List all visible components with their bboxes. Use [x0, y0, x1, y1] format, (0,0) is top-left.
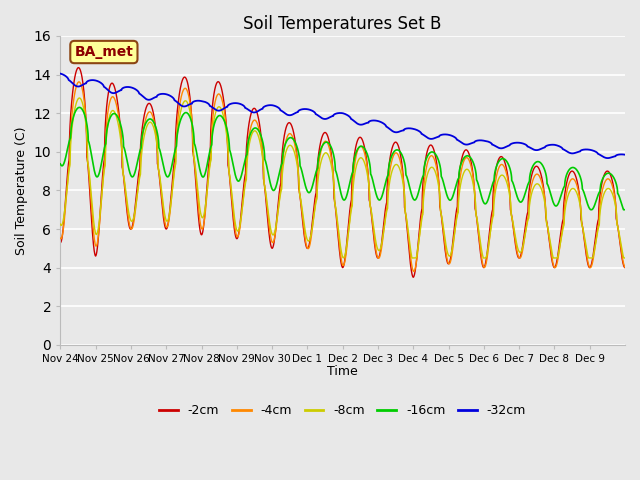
Text: BA_met: BA_met — [74, 45, 133, 59]
X-axis label: Time: Time — [327, 365, 358, 378]
Y-axis label: Soil Temperature (C): Soil Temperature (C) — [15, 126, 28, 255]
Title: Soil Temperatures Set B: Soil Temperatures Set B — [243, 15, 442, 33]
Legend: -2cm, -4cm, -8cm, -16cm, -32cm: -2cm, -4cm, -8cm, -16cm, -32cm — [154, 399, 531, 422]
